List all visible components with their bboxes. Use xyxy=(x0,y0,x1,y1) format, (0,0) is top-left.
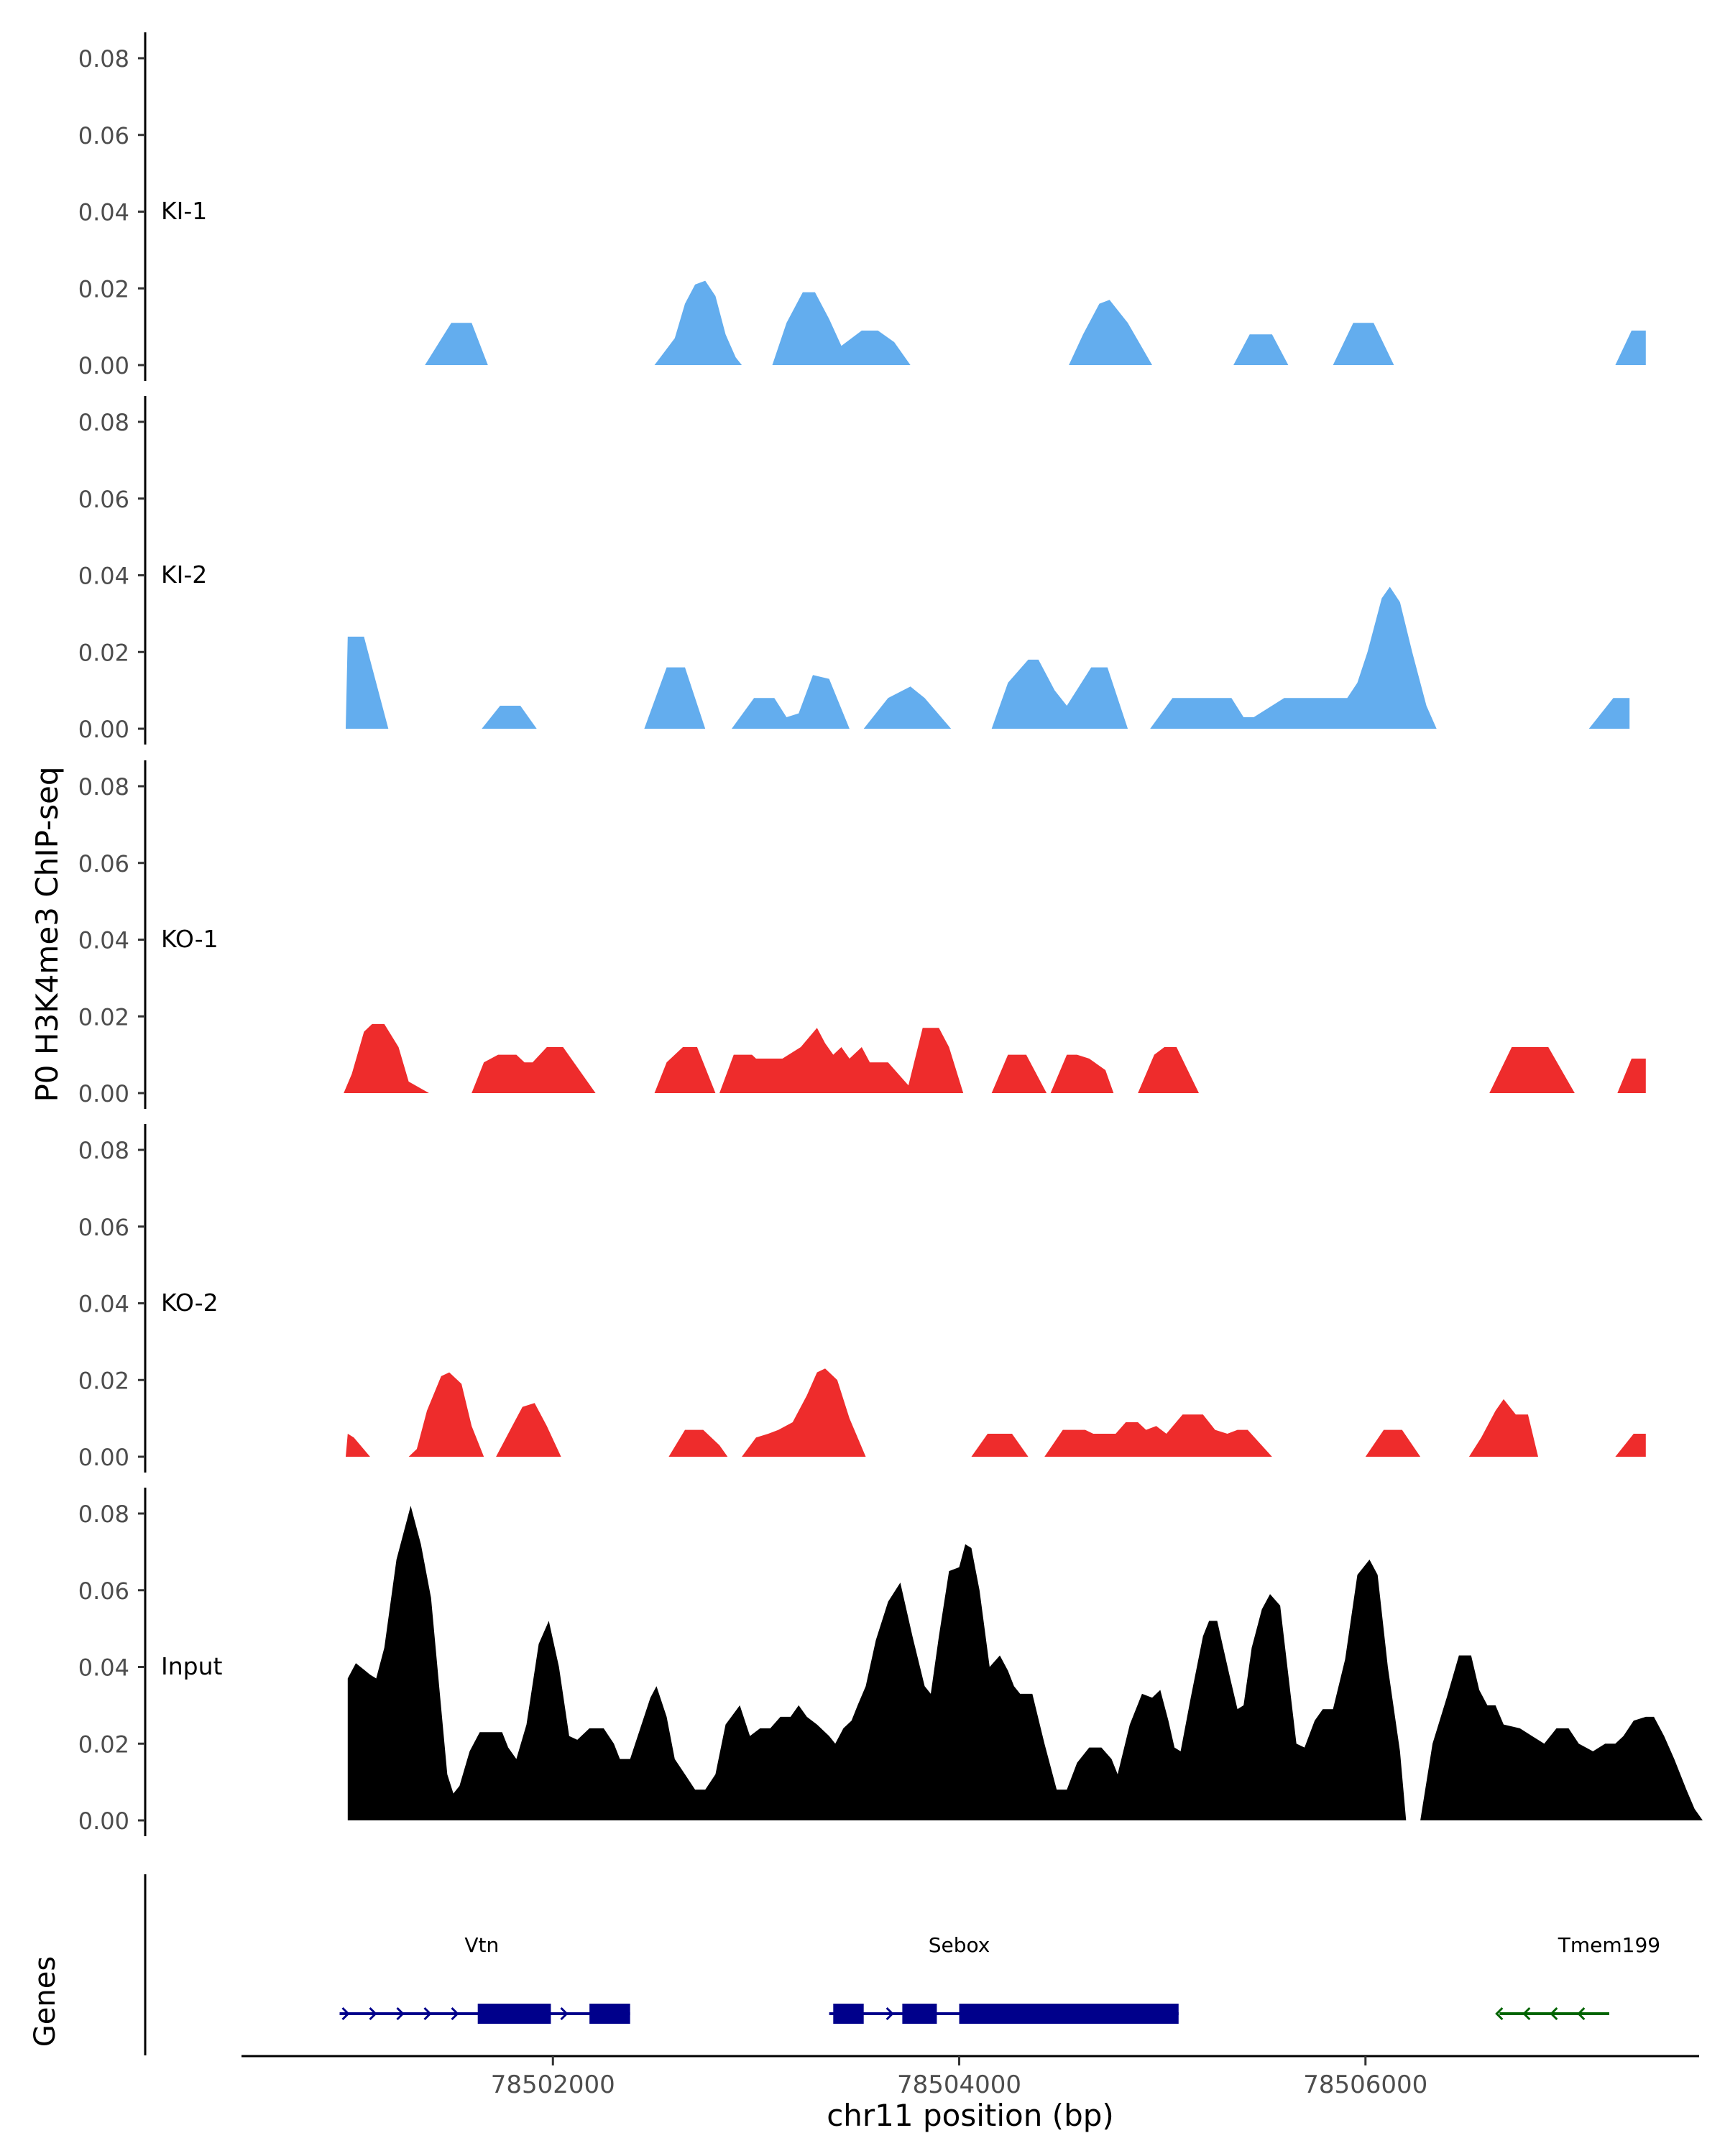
track-panel-input: 0.00 0.02 0.04 0.06 0.08 Input xyxy=(78,1488,1711,1836)
y-tick-label: 0.04 xyxy=(78,1291,129,1318)
x-axis-title: chr11 position (bp) xyxy=(827,2098,1114,2133)
track-panel-ko-2: 0.00 0.02 0.04 0.06 0.08 KO-2 xyxy=(78,1124,1690,1473)
gene-vtn: Vtn xyxy=(339,1933,630,2024)
y-tick-label: 0.08 xyxy=(78,1137,129,1164)
track-label-input: Input xyxy=(161,1652,223,1680)
signal-area-ko-1 xyxy=(147,1023,1690,1093)
exon-block xyxy=(589,2004,630,2024)
track-panel-ki-2: 0.00 0.02 0.04 0.06 0.08 KI-2 xyxy=(78,396,1690,745)
track-label-ki-1: KI-1 xyxy=(161,197,207,225)
x-tick-label: 78502000 xyxy=(491,2070,615,2099)
strand-arrow xyxy=(341,2007,350,2021)
x-axis: 78502000 78504000 78506000 chr11 position … xyxy=(242,2055,1699,2133)
y-tick-label: 0.04 xyxy=(78,563,129,590)
gene-tmem199: Tmem199 xyxy=(1495,1933,1660,2021)
y-tick-label: 0.02 xyxy=(78,1003,129,1031)
x-axis-ticks: 78502000 78504000 78506000 xyxy=(491,2056,1427,2099)
y-tick-label: 0.00 xyxy=(78,1807,129,1835)
y-tick-label: 0.08 xyxy=(78,1501,129,1528)
strand-arrow xyxy=(1577,2007,1586,2021)
x-tick-label: 78504000 xyxy=(897,2070,1021,2099)
track-panel-ko-1: 0.00 0.02 0.04 0.06 0.08 KO-1 xyxy=(78,760,1690,1109)
track-label-ki-2: KI-2 xyxy=(161,561,207,589)
strand-arrow xyxy=(369,2007,377,2021)
y-tick-label: 0.00 xyxy=(78,716,129,743)
y-tick-label: 0.06 xyxy=(78,122,129,149)
track-label-ko-1: KO-1 xyxy=(161,925,218,953)
strand-arrow xyxy=(451,2007,459,2021)
y-tick-label: 0.00 xyxy=(78,1444,129,1471)
y-tick-label: 0.02 xyxy=(78,1367,129,1394)
y-tick-label: 0.08 xyxy=(78,409,129,436)
signal-area-ki-2 xyxy=(147,586,1690,729)
y-tick-label: 0.04 xyxy=(78,927,129,954)
signal-area-input xyxy=(147,1506,1711,1820)
gene-label: Sebox xyxy=(929,1933,990,1957)
strand-arrow xyxy=(396,2007,405,2021)
y-tick-label: 0.08 xyxy=(78,773,129,801)
y-tick-label: 0.04 xyxy=(78,1654,129,1682)
track-label-ko-2: KO-2 xyxy=(161,1289,218,1317)
gene-label: Tmem199 xyxy=(1558,1933,1660,1957)
genes-panel: Genes Vtn Sebox Tmem199 xyxy=(29,1874,1660,2055)
y-tick-label: 0.00 xyxy=(78,352,129,379)
signal-area-ki-1 xyxy=(147,280,1690,365)
gene-sebox: Sebox xyxy=(829,1933,1179,2024)
y-tick-label: 0.00 xyxy=(78,1080,129,1107)
exon-block xyxy=(959,2004,1179,2024)
genes-panel-label: Genes xyxy=(29,1956,62,2047)
y-tick-label: 0.06 xyxy=(78,1577,129,1605)
exon-block xyxy=(833,2004,864,2024)
strand-arrow xyxy=(560,2007,569,2021)
strand-arrow xyxy=(886,2007,894,2021)
strand-arrow xyxy=(423,2007,432,2021)
y-axis-title: P0 H3K4me3 ChIP-seq xyxy=(29,766,65,1102)
strand-arrow xyxy=(1495,2007,1504,2021)
y-tick-label: 0.06 xyxy=(78,850,129,877)
exon-block xyxy=(477,2004,551,2024)
y-tick-label: 0.04 xyxy=(78,199,129,226)
x-tick-label: 78506000 xyxy=(1303,2070,1427,2099)
y-tick-label: 0.06 xyxy=(78,486,129,513)
exon-block xyxy=(902,2004,937,2024)
y-tick-label: 0.02 xyxy=(78,275,129,303)
track-panels: 0.00 0.02 0.04 0.06 0.08 KI-1 0.00 0.02 0.04 0.06… xyxy=(78,32,1711,1836)
gene-models: Vtn Sebox Tmem199 xyxy=(339,1933,1660,2024)
strand-arrow xyxy=(1550,2007,1558,2021)
strand-arrow xyxy=(1522,2007,1531,2021)
track-panel-ki-1: 0.00 0.02 0.04 0.06 0.08 KI-1 xyxy=(78,32,1690,381)
gene-label: Vtn xyxy=(464,1933,499,1957)
y-tick-label: 0.02 xyxy=(78,1731,129,1758)
y-tick-label: 0.02 xyxy=(78,639,129,666)
signal-area-ko-2 xyxy=(147,1368,1690,1457)
y-tick-label: 0.08 xyxy=(78,45,129,73)
y-tick-label: 0.06 xyxy=(78,1214,129,1241)
